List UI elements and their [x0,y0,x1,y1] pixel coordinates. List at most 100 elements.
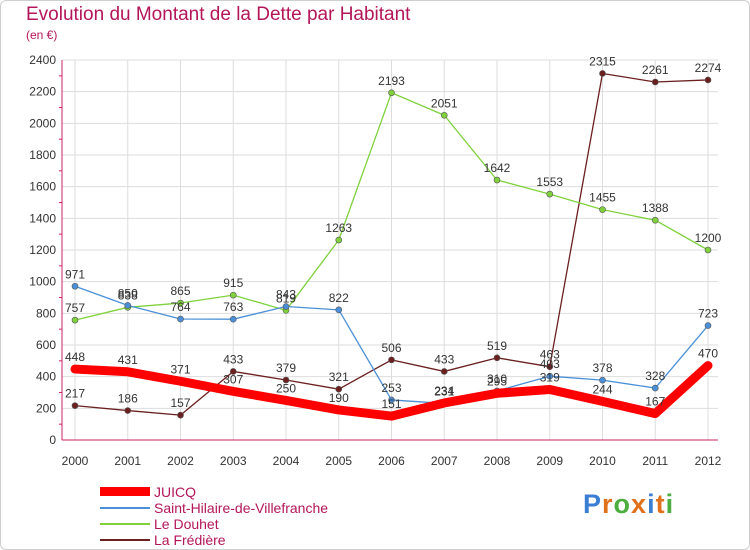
legend-label: JUICQ [154,484,196,500]
x-tick-label: 2003 [220,454,247,468]
data-label: 433 [223,352,243,366]
logo-letter: t [655,489,666,519]
legend-swatch [100,523,150,525]
logo-letter: o [613,489,632,519]
legend-swatch [100,539,150,541]
data-point [71,316,79,324]
y-tick-label: 2400 [29,53,56,67]
y-tick-label: 1400 [29,211,56,225]
y-tick-label: 600 [36,338,56,352]
x-tick-label: 2009 [536,454,563,468]
data-label: 838 [118,288,138,302]
data-label: 448 [65,350,85,364]
data-label: 850 [118,286,138,300]
data-point [493,354,501,362]
data-point [335,385,343,393]
data-label: 757 [65,301,85,315]
data-point [229,291,237,299]
data-label: 822 [329,291,349,305]
data-label: 250 [276,381,296,395]
line-chart: 0 200 400 600 800 1000 1200 1400 1600 1800 2000 220… [29,53,722,468]
data-label: 763 [223,300,243,314]
data-label: 2193 [378,74,405,88]
y-tick-label: 0 [49,433,56,447]
y-tick-label: 1000 [29,275,56,289]
x-tick-label: 2002 [167,454,194,468]
data-label: 234 [434,384,454,398]
data-label: 819 [276,291,296,305]
data-point [71,402,79,409]
data-point [546,363,554,370]
x-tick-label: 2007 [431,454,458,468]
data-point [335,306,343,314]
data-point [704,76,712,84]
data-label: 1553 [536,175,563,189]
data-point [651,78,659,86]
data-label: 319 [540,370,560,384]
y-tick-label: 1200 [29,243,56,257]
x-tick-label: 2010 [589,454,616,468]
x-tick-label: 2005 [325,454,352,468]
x-tick-label: 2004 [273,454,300,468]
data-point [546,372,554,380]
data-label: 2051 [431,96,458,110]
data-point [71,282,79,290]
y-tick-label: 1600 [29,180,56,194]
data-point [124,302,132,309]
data-point [493,176,501,184]
y-tick-label: 2000 [29,116,56,130]
data-label: 971 [65,267,85,281]
data-label: 321 [329,370,349,384]
data-label: 1455 [589,191,616,205]
data-point [599,70,606,77]
data-label: 431 [118,353,138,367]
logo-letter: i [665,489,675,519]
x-tick-label: 2011 [642,454,668,468]
data-point [388,89,395,97]
legend-item: La Frédière [100,532,400,548]
series-line-0 [70,361,713,421]
data-point [440,111,448,119]
data-label: 151 [381,397,401,411]
data-point [440,368,448,375]
y-tick-label: 800 [36,306,56,320]
data-label: 1642 [484,161,511,175]
data-label: 2261 [642,63,669,77]
y-tick-label: 400 [36,370,56,384]
x-tick-label: 2000 [62,454,89,468]
data-point [599,206,606,213]
data-point [282,376,290,384]
legend-item: JUICQ [100,484,400,500]
y-tick-label: 1800 [29,148,56,162]
legend-label: La Frédière [154,532,226,548]
legend-label: Saint-Hilaire-de-Villefranche [154,500,329,516]
data-label: 307 [223,372,243,386]
x-tick-label: 2008 [484,454,511,468]
data-point [124,407,132,414]
legend-label: Le Douhet [154,516,219,532]
legend-swatch [100,487,150,496]
data-label: 244 [592,382,612,396]
y-tick-label: 200 [36,401,56,415]
data-label: 1388 [642,201,669,215]
data-label: 1200 [695,231,722,245]
x-tick-label: 2006 [378,454,405,468]
data-label: 915 [223,276,243,290]
data-label: 186 [118,392,138,406]
logo-letter: r [602,489,614,519]
data-label: 2274 [695,61,722,75]
legend-swatch [100,507,150,509]
data-point [335,236,343,244]
data-point [388,356,395,364]
data-point [546,190,554,198]
data-label: 157 [170,396,190,410]
data-label: 519 [487,339,507,353]
x-tick-label: 2001 [114,454,141,468]
x-tick-label: 2012 [695,454,722,468]
data-label: 371 [170,362,190,376]
data-label: 295 [487,374,507,388]
data-label: 2315 [589,54,616,68]
data-label: 433 [434,352,454,366]
data-label: 378 [592,361,612,375]
data-point [229,368,237,375]
